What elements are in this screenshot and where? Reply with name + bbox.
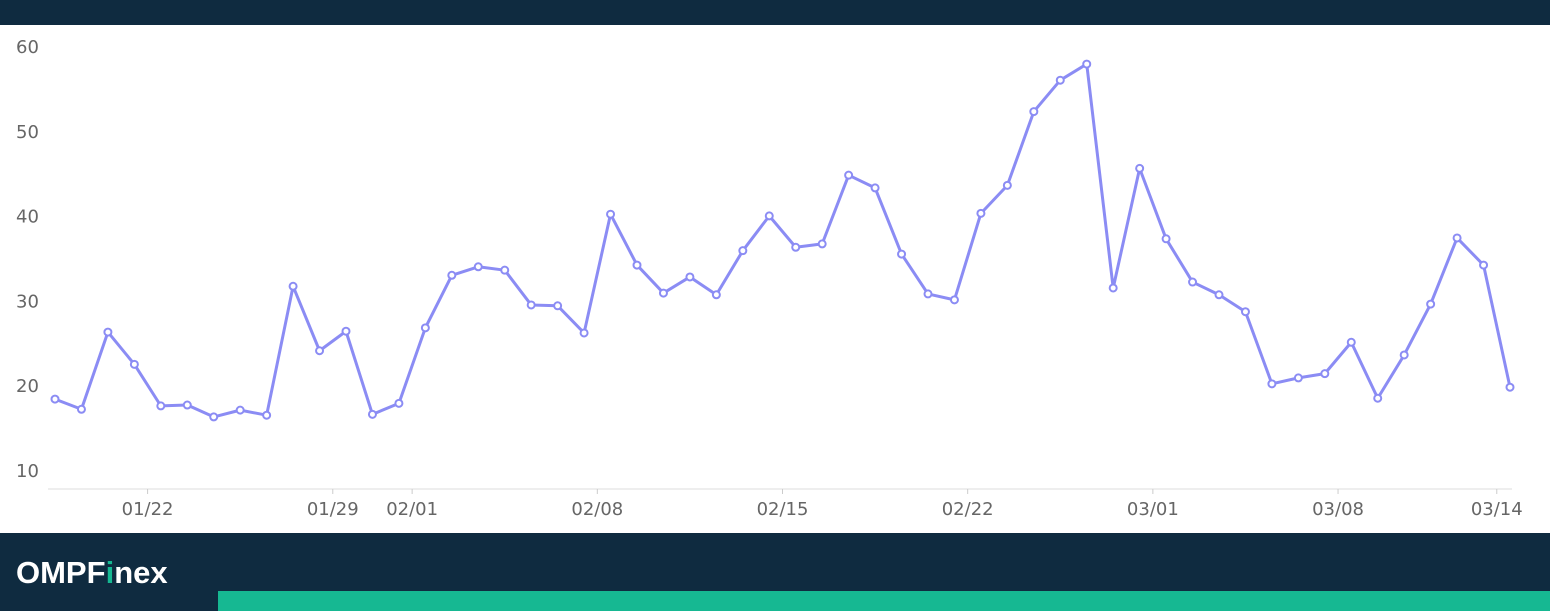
data-point xyxy=(1108,283,1118,293)
data-point xyxy=(447,270,457,280)
logo-part: i xyxy=(106,555,115,590)
y-tick-label: 60 xyxy=(16,37,39,58)
x-tick-label: 02/01 xyxy=(386,499,438,520)
logo: OMPFinex xyxy=(16,555,168,590)
data-point xyxy=(738,246,748,256)
data-point xyxy=(579,328,589,338)
data-point xyxy=(923,289,933,299)
data-point xyxy=(1055,75,1065,85)
data-point xyxy=(394,398,404,408)
data-point xyxy=(1188,277,1198,287)
data-point xyxy=(1293,373,1303,383)
data-point xyxy=(1373,393,1383,403)
data-point xyxy=(817,239,827,249)
data-point xyxy=(870,183,880,193)
footer-accent xyxy=(218,591,1550,611)
series-line xyxy=(54,62,1512,419)
data-point xyxy=(76,404,86,414)
y-tick-label: 40 xyxy=(16,207,39,228)
data-point xyxy=(791,242,801,252)
data-point xyxy=(1426,299,1436,309)
data-point xyxy=(103,327,113,337)
data-point xyxy=(1346,337,1356,347)
data-point xyxy=(129,359,139,369)
data-point xyxy=(1479,260,1489,270)
data-point xyxy=(367,409,377,419)
data-point xyxy=(1135,163,1145,173)
data-point xyxy=(685,272,695,282)
data-point xyxy=(897,249,907,259)
data-point xyxy=(156,401,166,411)
data-point xyxy=(606,209,616,219)
data-point xyxy=(1082,59,1092,69)
data-point xyxy=(50,394,60,404)
data-point xyxy=(526,300,536,310)
y-tick-label: 30 xyxy=(16,291,39,312)
y-tick-label: 10 xyxy=(16,461,39,482)
data-point xyxy=(1505,382,1515,392)
data-point xyxy=(1452,233,1462,243)
data-point xyxy=(1240,307,1250,317)
data-point xyxy=(553,301,563,311)
data-point xyxy=(341,326,351,336)
data-point xyxy=(844,170,854,180)
x-tick-label: 02/22 xyxy=(942,499,994,520)
data-point xyxy=(1029,107,1039,117)
logo-part: OMPF xyxy=(16,555,106,590)
data-point xyxy=(711,290,721,300)
data-point xyxy=(1214,290,1224,300)
data-point xyxy=(658,288,668,298)
x-tick-label: 03/08 xyxy=(1312,499,1364,520)
y-tick-label: 20 xyxy=(16,376,39,397)
x-tick-label: 03/01 xyxy=(1127,499,1179,520)
data-point xyxy=(500,265,510,275)
x-tick-label: 03/14 xyxy=(1471,499,1523,520)
x-tick-label: 02/08 xyxy=(571,499,623,520)
data-point xyxy=(315,346,325,356)
data-point xyxy=(1320,369,1330,379)
x-tick-label: 02/15 xyxy=(757,499,809,520)
data-point xyxy=(262,410,272,420)
data-point xyxy=(1002,180,1012,190)
data-point xyxy=(949,295,959,305)
logo-part: nex xyxy=(114,555,168,590)
data-point xyxy=(1399,350,1409,360)
y-tick-label: 50 xyxy=(16,122,39,143)
data-point xyxy=(473,262,483,272)
data-point xyxy=(1267,379,1277,389)
data-point xyxy=(420,323,430,333)
x-tick-label: 01/22 xyxy=(122,499,174,520)
data-point xyxy=(235,405,245,415)
data-point xyxy=(288,281,298,291)
data-point xyxy=(976,208,986,218)
data-point xyxy=(182,400,192,410)
x-tick-label: 01/29 xyxy=(307,499,359,520)
header-bar xyxy=(0,0,1550,25)
data-point xyxy=(1161,234,1171,244)
data-point xyxy=(209,412,219,422)
data-point xyxy=(632,260,642,270)
data-point xyxy=(764,211,774,221)
